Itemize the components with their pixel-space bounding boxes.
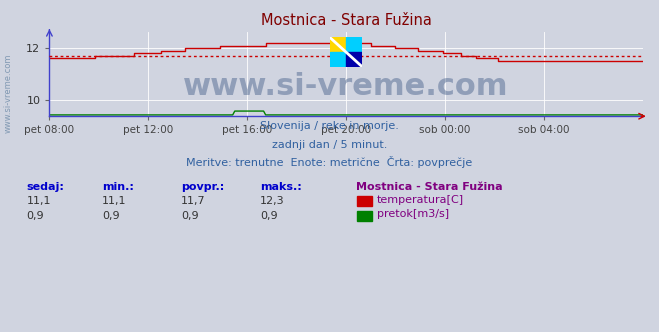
- Text: www.si-vreme.com: www.si-vreme.com: [3, 53, 13, 133]
- Text: Meritve: trenutne  Enote: metrične  Črta: povprečje: Meritve: trenutne Enote: metrične Črta: …: [186, 156, 473, 168]
- Text: Mostnica - Stara Fužina: Mostnica - Stara Fužina: [356, 182, 502, 192]
- Text: sedaj:: sedaj:: [26, 182, 64, 192]
- Text: 11,1: 11,1: [26, 196, 51, 207]
- Text: 0,9: 0,9: [260, 211, 278, 221]
- Text: min.:: min.:: [102, 182, 134, 192]
- Text: 11,7: 11,7: [181, 196, 206, 207]
- Text: pretok[m3/s]: pretok[m3/s]: [377, 209, 449, 219]
- Text: www.si-vreme.com: www.si-vreme.com: [183, 72, 509, 101]
- Bar: [346, 52, 362, 67]
- Bar: [346, 37, 362, 52]
- Bar: [330, 37, 346, 52]
- Bar: [330, 52, 346, 67]
- Text: 0,9: 0,9: [26, 211, 44, 221]
- Text: 0,9: 0,9: [102, 211, 120, 221]
- Title: Mostnica - Stara Fužina: Mostnica - Stara Fužina: [260, 13, 432, 28]
- Text: maks.:: maks.:: [260, 182, 302, 192]
- Text: temperatura[C]: temperatura[C]: [377, 195, 464, 205]
- Text: 11,1: 11,1: [102, 196, 127, 207]
- Text: 0,9: 0,9: [181, 211, 199, 221]
- Text: 12,3: 12,3: [260, 196, 285, 207]
- Text: povpr.:: povpr.:: [181, 182, 225, 192]
- Text: Slovenija / reke in morje.: Slovenija / reke in morje.: [260, 122, 399, 131]
- Text: zadnji dan / 5 minut.: zadnji dan / 5 minut.: [272, 140, 387, 150]
